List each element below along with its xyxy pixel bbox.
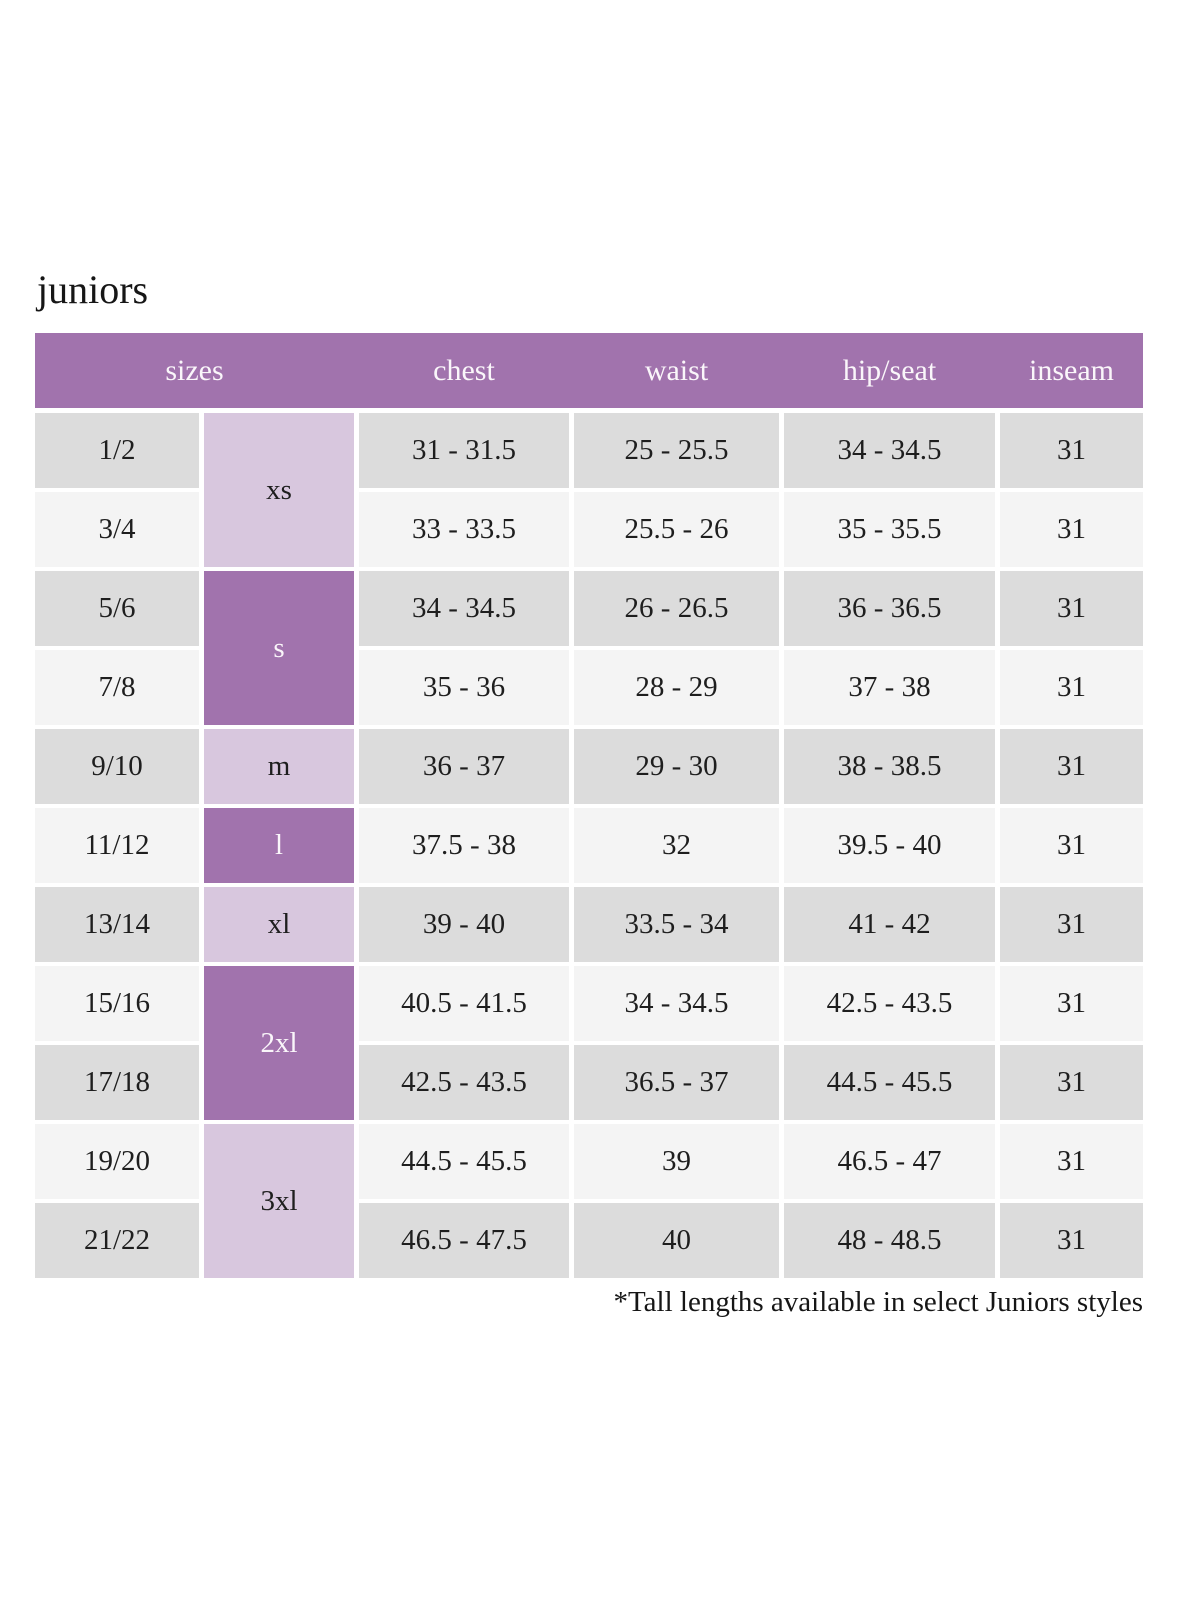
hip-seat-cell: 34 - 34.5 (784, 413, 995, 488)
chest-cell: 34 - 34.5 (359, 571, 569, 646)
waist-cell: 29 - 30 (574, 729, 779, 804)
waist-cell: 34 - 34.5 (574, 966, 779, 1041)
chest-cell: 46.5 - 47.5 (359, 1203, 569, 1278)
chest-cell: 42.5 - 43.5 (359, 1045, 569, 1120)
inseam-cell: 31 (1000, 729, 1143, 804)
waist-cell: 26 - 26.5 (574, 571, 779, 646)
inseam-cell: 31 (1000, 1124, 1143, 1199)
hip-seat-cell: 37 - 38 (784, 650, 995, 725)
size-group-cell-s: s (204, 571, 354, 725)
size-group-cell-xl: xl (204, 887, 354, 962)
size-cell: 1/2 (35, 413, 199, 488)
page-title: juniors (37, 267, 149, 312)
column-header-waist: waist (644, 353, 709, 387)
size-cell: 3/4 (35, 492, 199, 567)
size-cell: 9/10 (35, 729, 199, 804)
column-header-inseam: inseam (1029, 353, 1114, 387)
hip-seat-cell: 46.5 - 47 (784, 1124, 995, 1199)
column-header-sizes: sizes (165, 353, 224, 387)
size-cell: 15/16 (35, 966, 199, 1041)
inseam-cell: 31 (1000, 492, 1143, 567)
inseam-cell: 31 (1000, 966, 1143, 1041)
size-group-cell-2xl: 2xl (204, 966, 354, 1120)
column-header-chest: chest (433, 353, 495, 387)
size-cell: 19/20 (35, 1124, 199, 1199)
waist-cell: 32 (574, 808, 779, 883)
waist-cell: 25 - 25.5 (574, 413, 779, 488)
size-cell: 13/14 (35, 887, 199, 962)
inseam-cell: 31 (1000, 1203, 1143, 1278)
chest-cell: 40.5 - 41.5 (359, 966, 569, 1041)
waist-cell: 39 (574, 1124, 779, 1199)
hip-seat-cell: 36 - 36.5 (784, 571, 995, 646)
size-cell: 17/18 (35, 1045, 199, 1120)
hip-seat-cell: 35 - 35.5 (784, 492, 995, 567)
hip-seat-cell: 38 - 38.5 (784, 729, 995, 804)
size-cell: 7/8 (35, 650, 199, 725)
chest-cell: 31 - 31.5 (359, 413, 569, 488)
hip-seat-cell: 48 - 48.5 (784, 1203, 995, 1278)
size-group-cell-l: l (204, 808, 354, 883)
hip-seat-cell: 44.5 - 45.5 (784, 1045, 995, 1120)
inseam-cell: 31 (1000, 1045, 1143, 1120)
chest-cell: 33 - 33.5 (359, 492, 569, 567)
chest-cell: 44.5 - 45.5 (359, 1124, 569, 1199)
chest-cell: 36 - 37 (359, 729, 569, 804)
size-cell: 21/22 (35, 1203, 199, 1278)
waist-cell: 25.5 - 26 (574, 492, 779, 567)
size-cell: 5/6 (35, 571, 199, 646)
size-group-cell-3xl: 3xl (204, 1124, 354, 1278)
size-group-cell-xs: xs (204, 413, 354, 567)
inseam-cell: 31 (1000, 650, 1143, 725)
chest-cell: 37.5 - 38 (359, 808, 569, 883)
waist-cell: 36.5 - 37 (574, 1045, 779, 1120)
chest-cell: 35 - 36 (359, 650, 569, 725)
size-group-cell-m: m (204, 729, 354, 804)
waist-cell: 40 (574, 1203, 779, 1278)
inseam-cell: 31 (1000, 413, 1143, 488)
inseam-cell: 31 (1000, 887, 1143, 962)
inseam-cell: 31 (1000, 571, 1143, 646)
column-header-hip-seat: hip/seat (842, 353, 937, 387)
waist-cell: 33.5 - 34 (574, 887, 779, 962)
size-table-body: 1/2 31 - 31.5 25 - 25.5 34 - 34.5 31 3/4 33 - … (35, 413, 1143, 1278)
inseam-cell: 31 (1000, 808, 1143, 883)
hip-seat-cell: 42.5 - 43.5 (784, 966, 995, 1041)
hip-seat-cell: 41 - 42 (784, 887, 995, 962)
footnote: *Tall lengths available in select Junior… (613, 1286, 1143, 1318)
hip-seat-cell: 39.5 - 40 (784, 808, 995, 883)
chest-cell: 39 - 40 (359, 887, 569, 962)
waist-cell: 28 - 29 (574, 650, 779, 725)
size-cell: 11/12 (35, 808, 199, 883)
size-table-header: sizes chest waist hip/seat inseam (35, 333, 1143, 408)
